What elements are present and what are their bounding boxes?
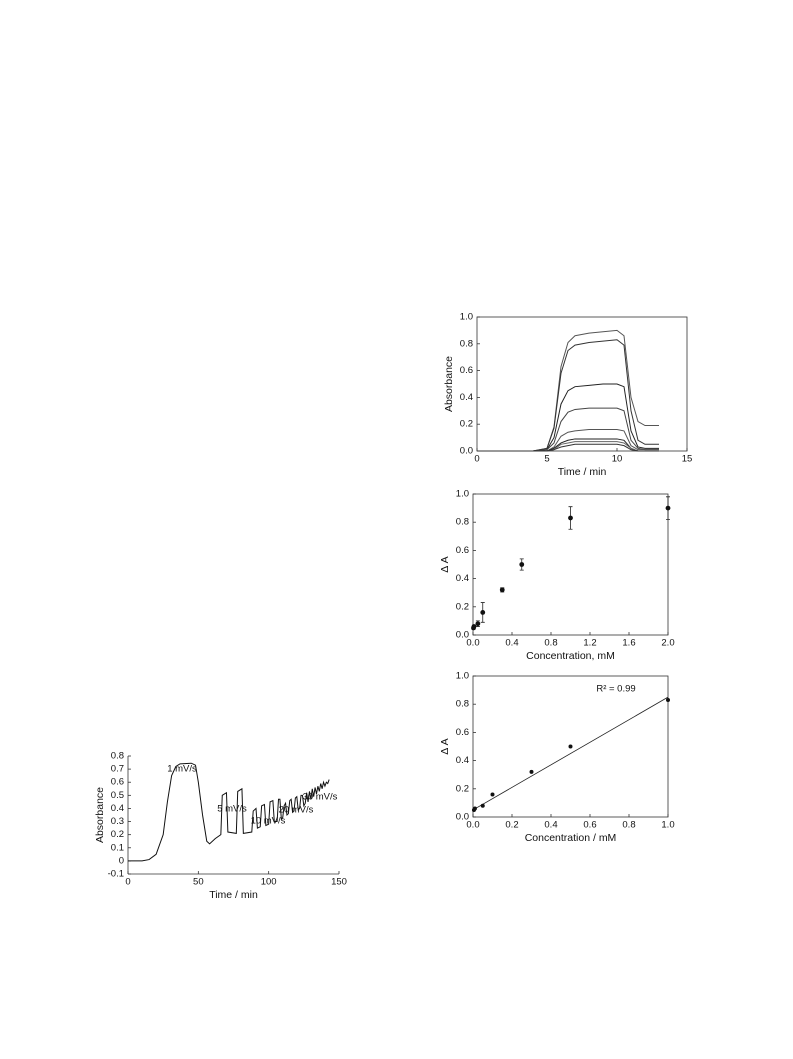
- x-tick-label: 0: [125, 877, 130, 888]
- y-tick-label: 0.4: [456, 573, 469, 584]
- x-tick-label: 0.8: [544, 638, 557, 649]
- x-axis-label: Concentration, mM: [526, 650, 615, 662]
- x-tick-label: 0.4: [505, 638, 518, 649]
- data-line: [477, 443, 659, 452]
- annotation: 30 mV/s: [303, 792, 338, 803]
- annotation: 20 mV/s: [279, 805, 314, 816]
- y-tick-label: 0.6: [460, 365, 473, 376]
- y-tick-label: 0: [119, 855, 124, 866]
- y-tick-label: 0.4: [460, 392, 473, 403]
- x-tick-label: 1.0: [661, 820, 674, 831]
- x-axis-label: Concentration / mM: [525, 832, 617, 844]
- x-tick-label: 0.0: [466, 820, 479, 831]
- y-tick-label: 1.0: [456, 671, 469, 682]
- y-tick-label: 0.8: [460, 338, 473, 349]
- x-tick-label: 150: [331, 877, 347, 888]
- y-tick-label: 0.7: [111, 764, 124, 775]
- x-tick-label: 50: [193, 877, 204, 888]
- y-axis-label: Absorbance: [94, 787, 106, 843]
- data-point: [499, 587, 505, 593]
- x-tick-label: 15: [682, 454, 693, 465]
- y-tick-label: 0.2: [111, 829, 124, 840]
- x-tick-label: 10: [612, 454, 623, 465]
- y-tick-label: 0.8: [456, 517, 469, 528]
- y-axis-label: Δ A: [439, 556, 451, 572]
- data-point: [475, 621, 481, 627]
- y-tick-label: 0.0: [460, 446, 473, 457]
- fit-line: [472, 696, 669, 811]
- data-point: [665, 505, 671, 511]
- y-tick-label: 0.2: [456, 783, 469, 794]
- data-line: [477, 407, 659, 452]
- data-point: [568, 515, 573, 521]
- x-tick-label: 0.2: [505, 820, 518, 831]
- annotation: 5 mV/s: [217, 804, 247, 815]
- y-tick-label: -0.1: [108, 869, 124, 880]
- y-tick-label: 0.2: [460, 419, 473, 430]
- x-tick-label: 0.4: [544, 820, 557, 831]
- x-tick-label: 100: [261, 877, 277, 888]
- y-tick-label: 0.8: [456, 699, 469, 710]
- x-tick-label: 2.0: [661, 638, 674, 649]
- data-point: [490, 792, 495, 797]
- y-tick-label: 0.8: [111, 751, 124, 762]
- y-axis-label: Δ A: [439, 738, 451, 754]
- y-axis-label: Absorbance: [443, 356, 455, 412]
- data-line: [477, 339, 659, 452]
- data-line: [477, 383, 659, 452]
- data-point: [529, 769, 534, 774]
- data-point: [519, 562, 525, 567]
- data-point: [480, 610, 486, 615]
- y-tick-label: 0.5: [111, 790, 124, 801]
- x-tick-label: 0.0: [466, 638, 479, 649]
- y-tick-label: 0.6: [456, 545, 469, 556]
- annotation: 1 mV/s: [167, 764, 197, 775]
- y-tick-label: 1.0: [456, 489, 469, 500]
- x-tick-label: 0.8: [622, 820, 635, 831]
- x-tick-label: 5: [544, 454, 549, 465]
- y-tick-label: 0.3: [111, 816, 124, 827]
- data-point: [568, 744, 573, 749]
- x-tick-label: 1.2: [583, 638, 596, 649]
- data-point: [472, 806, 477, 811]
- y-tick-label: 0.0: [456, 812, 469, 823]
- plot-frame: [472, 675, 669, 818]
- data-line: [128, 762, 330, 862]
- data-point: [471, 624, 477, 629]
- annotation: R² = 0.99: [596, 684, 635, 695]
- y-tick-label: 1.0: [460, 312, 473, 323]
- plot-frame: [472, 493, 669, 636]
- x-axis-label: Time / min: [209, 889, 258, 901]
- y-tick-label: 0.4: [456, 755, 469, 766]
- y-tick-label: 0.0: [456, 630, 469, 641]
- y-tick-label: 0.6: [456, 727, 469, 738]
- x-tick-label: 0: [474, 454, 479, 465]
- y-tick-label: 0.4: [111, 803, 124, 814]
- x-axis-label: Time / min: [558, 466, 607, 478]
- plot-frame: [476, 316, 688, 452]
- x-tick-label: 0.6: [583, 820, 596, 831]
- annotation: 10 mV/s: [251, 816, 286, 827]
- y-tick-label: 0.1: [111, 842, 124, 853]
- y-tick-label: 0.2: [456, 601, 469, 612]
- y-tick-label: 0.6: [111, 777, 124, 788]
- data-point: [666, 697, 670, 702]
- data-point: [480, 803, 485, 808]
- x-tick-label: 1.6: [622, 638, 635, 649]
